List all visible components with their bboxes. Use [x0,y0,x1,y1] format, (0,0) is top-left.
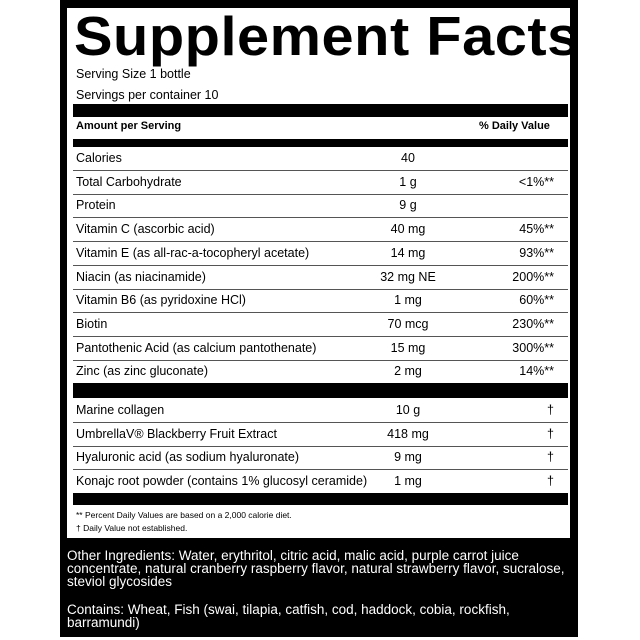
nutrient-amount: 9 mg [394,450,422,465]
nutrient-amount: 2 mg [394,364,422,379]
nutrient-name: Niacin (as niacinamide) [76,269,206,284]
amount-header: Amount per Serving [76,120,182,132]
nutrient-name: Calories [76,151,122,165]
nutrient-row: Biotin 70 mcg 230%** [73,312,568,337]
nutrient-dv: 14%** [519,364,554,379]
nutrient-name: Vitamin C (ascorbic acid) [76,222,215,237]
nutrient-dv: 300%** [512,340,554,355]
footnote-dv: ** Percent Daily Values are based on a 2… [76,510,292,520]
nutrient-row: UmbrellaV® Blackberry Fruit Extract 418 m… [73,422,568,447]
nutrient-amount: 1 g [399,174,417,189]
divider-bar [73,139,568,147]
nutrient-amount: 418 mg [387,426,429,441]
nutrient-dv: 93%** [519,245,554,260]
nutrient-row: Niacin (as niacinamide) 32 mg NE 200%** [73,265,568,290]
nutrient-name: Vitamin B6 (as pyridoxine HCl) [76,293,246,308]
panel-title: Supplement Facts [74,5,580,67]
nutrient-name: UmbrellaV® Blackberry Fruit Extract [76,426,277,441]
nutrient-row: Konajc root powder (contains 1% glucosyl… [73,469,568,493]
nutrient-dv: † [547,474,554,489]
nutrient-amount: 9 g [399,198,417,213]
nutrient-row: Vitamin E (as all-rac-a-tocopheryl aceta… [73,241,568,266]
nutrient-name: Hyaluronic acid (as sodium hyaluronate) [76,450,300,465]
nutrient-name: Marine collagen [76,403,165,417]
nutrient-row: Protein 9 g [73,193,568,219]
nutrient-amount: 14 mg [390,245,426,260]
nutrient-dv: 45%** [519,222,554,237]
nutrient-row: Zinc (as zinc gluconate) 2 mg 14%** [73,359,568,383]
nutrient-name: Protein [76,198,116,213]
nutrient-name: Pantothenic Acid (as calcium pantothenat… [76,340,317,355]
footnote-dagger: † Daily Value not established. [76,523,188,533]
dv-header: % Daily Value [479,120,550,132]
nutrient-amount: 10 g [395,403,421,417]
divider-bar [73,493,568,505]
divider-bar [73,383,568,398]
nutrient-name: Zinc (as zinc gluconate) [76,364,209,379]
nutrient-name: Konajc root powder (contains 1% glucosyl… [76,474,368,489]
facts-panel [67,8,570,538]
nutrient-dv: 230%** [512,316,554,331]
nutrient-dv: 200%** [512,269,554,284]
nutrient-row: Vitamin C (ascorbic acid) 40 mg 45%** [73,217,568,243]
divider-bar [73,104,568,117]
nutrient-row: Pantothenic Acid (as calcium pantothenat… [73,336,568,361]
nutrient-dv: 60%** [519,293,554,308]
nutrient-amount: 15 mg [390,340,426,355]
nutrient-amount: 1 mg [394,293,422,308]
nutrient-name: Vitamin E (as all-rac-a-tocopheryl aceta… [76,245,310,260]
nutrient-name: Biotin [76,316,108,331]
nutrient-row: Total Carbohydrate 1 g <1%** [73,170,568,195]
nutrient-dv: † [547,450,554,465]
nutrient-row: Marine collagen 10 g † [73,398,568,423]
other-ingredients: Other Ingredients: Water, erythritol, ci… [67,548,565,589]
nutrient-amount: 70 mcg [387,316,429,331]
allergen-contains: Contains: Wheat, Fish (swai, tilapia, ca… [67,602,510,630]
nutrient-amount: 32 mg NE [380,269,436,284]
nutrient-dv: † [547,426,554,441]
nutrient-dv: <1%** [518,174,554,189]
nutrient-row: Calories 40 [73,146,568,171]
nutrient-row: Hyaluronic acid (as sodium hyaluronate) 9… [73,445,568,471]
nutrient-dv: † [547,403,554,417]
nutrient-amount: 40 mg [390,222,426,237]
nutrient-row: Vitamin B6 (as pyridoxine HCl) 1 mg 60%** [73,288,568,314]
serving-size: Serving Size 1 bottle [76,67,191,81]
servings-per-container: Servings per container 10 [76,88,219,102]
nutrient-name: Total Carbohydrate [76,174,182,189]
nutrient-amount: 1 mg [394,474,422,489]
nutrient-amount: 40 [401,151,415,165]
